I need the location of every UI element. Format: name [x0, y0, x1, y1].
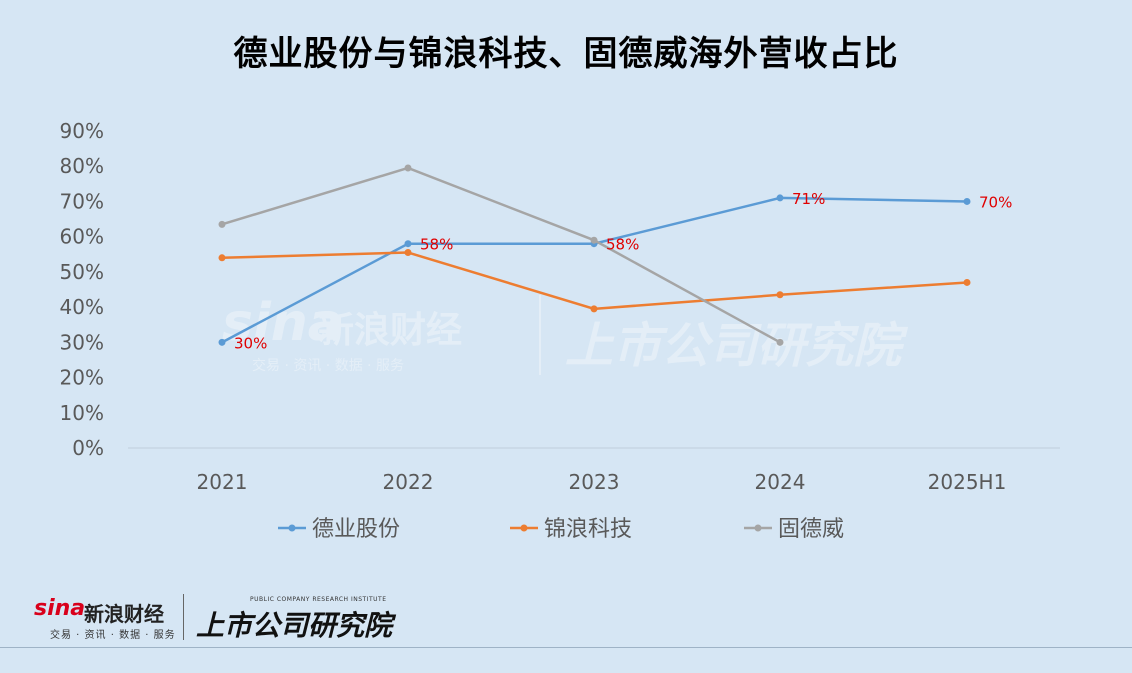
data-point — [218, 254, 226, 262]
legend-marker — [754, 524, 762, 532]
data-point — [590, 305, 598, 313]
sina-tagline: 交易 · 资讯 · 数据 · 服务 — [50, 630, 176, 641]
legend: 德业股份 锦浪科技 固德威 — [278, 517, 844, 542]
data-point — [218, 220, 226, 228]
series-lines — [218, 164, 971, 346]
y-tick-label: 80% — [60, 154, 104, 178]
data-point — [963, 197, 971, 205]
watermark-divider — [539, 295, 541, 375]
x-axis: 2021 2022 2023 2024 2025H1 — [197, 470, 1007, 494]
legend-label: 德业股份 — [312, 517, 400, 542]
watermark-sina-name: 新浪财经 — [318, 310, 462, 351]
footer-divider — [183, 594, 184, 640]
legend-label: 锦浪科技 — [544, 517, 632, 542]
sina-name: 新浪财经 — [84, 602, 164, 626]
data-point — [776, 338, 784, 346]
y-tick-label: 50% — [60, 260, 104, 284]
y-tick-label: 90% — [60, 119, 104, 143]
y-tick-label: 20% — [60, 366, 104, 390]
x-tick-label: 2024 — [755, 470, 806, 494]
sina-logo: sina — [34, 596, 86, 621]
institute-name: 上市公司研究院 — [196, 609, 393, 642]
y-tick-label: 10% — [60, 401, 104, 425]
data-point — [218, 338, 226, 346]
watermark-sina-sub: 交易 · 资讯 · 数据 · 服务 — [252, 357, 404, 374]
line-chart: sina 新浪财经 交易 · 资讯 · 数据 · 服务 上市公司研究院 0% 10… — [60, 119, 1060, 542]
data-point — [404, 249, 412, 257]
watermark: sina 新浪财经 交易 · 资讯 · 数据 · 服务 上市公司研究院 — [222, 293, 909, 375]
data-point — [776, 194, 784, 202]
watermark-sina-logo: sina — [222, 293, 343, 353]
bottom-divider — [0, 647, 1132, 648]
data-point — [404, 164, 412, 172]
watermark-institute: 上市公司研究院 — [565, 318, 909, 374]
legend-marker — [288, 524, 296, 532]
x-tick-label: 2025H1 — [928, 470, 1007, 494]
y-tick-label: 70% — [60, 189, 104, 213]
chart-title: 德业股份与锦浪科技、固德威海外营收占比 — [233, 34, 899, 74]
x-tick-label: 2021 — [197, 470, 248, 494]
x-tick-label: 2022 — [383, 470, 434, 494]
data-labels: 30% 58% 58% 71% 70% — [234, 190, 1012, 352]
footer-logos: sina 新浪财经 交易 · 资讯 · 数据 · 服务 PUBLIC COMPA… — [28, 592, 408, 644]
y-tick-label: 30% — [60, 330, 104, 354]
y-tick-label: 0% — [72, 436, 104, 460]
data-point — [590, 236, 598, 244]
data-label: 70% — [979, 193, 1012, 211]
data-label: 71% — [792, 190, 825, 208]
series-line-2 — [221, 166, 781, 344]
data-point — [404, 240, 412, 248]
y-axis: 0% 10% 20% 30% 40% 50% 60% 70% 80% 90% — [60, 119, 104, 460]
data-label: 58% — [420, 236, 453, 254]
legend-label: 固德威 — [778, 517, 844, 542]
data-point — [776, 291, 784, 299]
institute-english: PUBLIC COMPANY RESEARCH INSTITUTE — [250, 596, 387, 603]
data-label: 30% — [234, 334, 267, 352]
data-point — [963, 278, 971, 286]
legend-marker — [520, 524, 528, 532]
y-tick-label: 60% — [60, 225, 104, 249]
y-tick-label: 40% — [60, 295, 104, 319]
data-label: 58% — [606, 236, 639, 254]
x-tick-label: 2023 — [569, 470, 620, 494]
